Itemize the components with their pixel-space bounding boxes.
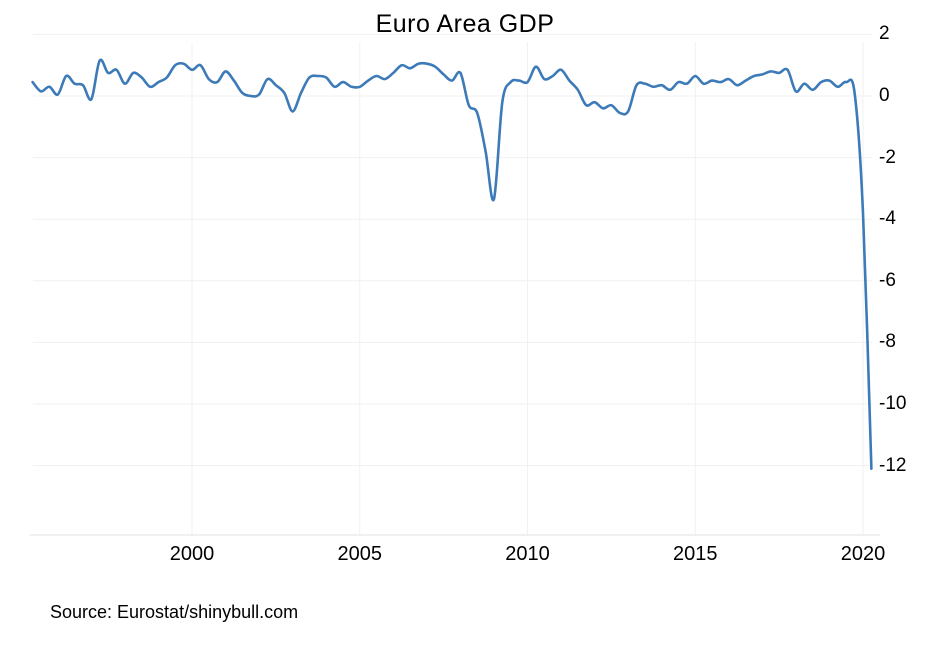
y-tick-label: -8 [879, 331, 896, 353]
y-tick-label: -4 [879, 208, 896, 230]
y-tick-label: -6 [879, 269, 896, 291]
x-tick-label: 2010 [505, 543, 550, 565]
y-tick-label: 0 [879, 85, 890, 106]
x-tick-label: 2000 [169, 543, 215, 565]
chart-title: Euro Area GDP [375, 10, 555, 38]
x-tick-label: 2005 [337, 543, 383, 565]
gdp-line [31, 58, 873, 470]
y-tick-label: -2 [879, 146, 896, 168]
y-tick-label: -10 [879, 393, 907, 414]
x-tick-label: 2020 [840, 543, 886, 565]
source-caption: Source: Eurostat/shinybull.com [50, 602, 299, 622]
y-tick-label: 2 [879, 23, 890, 45]
y-tick-label: -12 [879, 454, 907, 476]
x-tick-label: 2015 [673, 543, 718, 565]
